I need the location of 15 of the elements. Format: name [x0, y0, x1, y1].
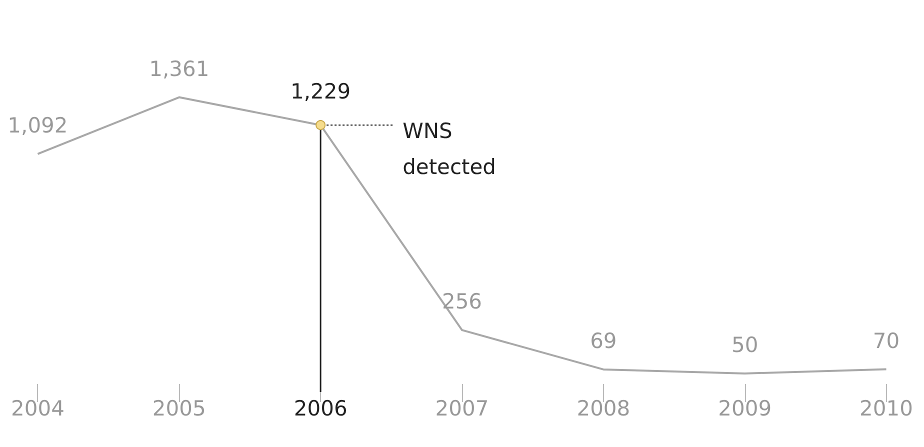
annotation: WNS detected [402, 119, 496, 180]
data-label: 70 [872, 328, 900, 353]
x-tick-label: 2008 [576, 396, 630, 420]
data-label: 1,361 [149, 56, 210, 81]
data-label: 69 [590, 328, 617, 353]
x-tick-label: 2006 [294, 396, 348, 420]
x-tick-label: 2009 [718, 396, 772, 420]
x-tick-label: 2010 [860, 396, 914, 420]
data-label: 1,092 [8, 113, 68, 138]
data-label: 1,229 [290, 80, 351, 104]
x-tick-label: 2007 [435, 396, 489, 420]
x-tick-label: 2005 [152, 396, 206, 420]
data-label: 256 [442, 290, 482, 314]
data-label: 50 [731, 332, 758, 357]
x-tick-label: 2004 [10, 396, 64, 420]
